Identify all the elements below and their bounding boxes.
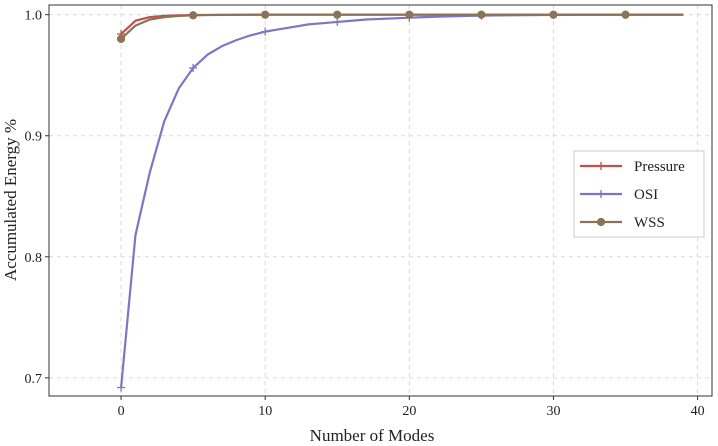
wss-series-point xyxy=(549,10,558,19)
series-layer xyxy=(116,10,684,392)
wss-series xyxy=(116,10,684,43)
wss-series-point xyxy=(189,11,198,20)
y-tick-label: 0.8 xyxy=(25,251,43,266)
legend-pressure: Pressure xyxy=(580,159,685,175)
y-tick-label: 0.7 xyxy=(25,372,43,387)
x-tick-label: 0 xyxy=(118,404,125,419)
legend: Pressure OSI WSS xyxy=(573,150,705,238)
wss-series-point xyxy=(116,34,126,43)
ticks: 0 10 20 30 40 0.7 0.8 0.9 1.0 xyxy=(25,9,705,419)
wss-series-point xyxy=(477,10,486,19)
osi-series-point xyxy=(261,27,270,36)
wss-series-point xyxy=(333,10,342,19)
x-tick-label: 20 xyxy=(402,404,416,419)
plot-frame xyxy=(48,4,713,397)
legend-wss-label: WSS xyxy=(634,215,665,231)
wss-series-line xyxy=(120,13,684,40)
legend-osi-label: OSI xyxy=(634,187,658,203)
legend-osi: OSI xyxy=(580,187,658,203)
wss-series-point xyxy=(405,10,414,19)
wss-series-point xyxy=(261,10,270,19)
x-axis-label: Number of Modes xyxy=(310,426,435,445)
x-tick-label: 10 xyxy=(258,404,272,419)
x-tick-label: 40 xyxy=(691,404,705,419)
wss-series-point xyxy=(621,10,630,19)
y-tick-label: 0.9 xyxy=(25,130,43,145)
x-tick-label: 30 xyxy=(546,404,560,419)
legend-pressure-label: Pressure xyxy=(634,159,685,175)
osi-series-point xyxy=(189,63,198,72)
osi-series-point xyxy=(117,383,126,392)
legend-wss: WSS xyxy=(580,215,665,231)
osi-series-point xyxy=(333,17,342,26)
legend-pressure-marker-point xyxy=(597,162,605,170)
y-axis-label: Accumulated Energy % xyxy=(1,119,20,281)
legend-entries: Pressure OSI WSS xyxy=(580,159,685,231)
y-tick-label: 1.0 xyxy=(25,9,43,24)
legend-wss-marker-point xyxy=(596,217,606,227)
legend-osi-marker-point xyxy=(597,190,605,198)
